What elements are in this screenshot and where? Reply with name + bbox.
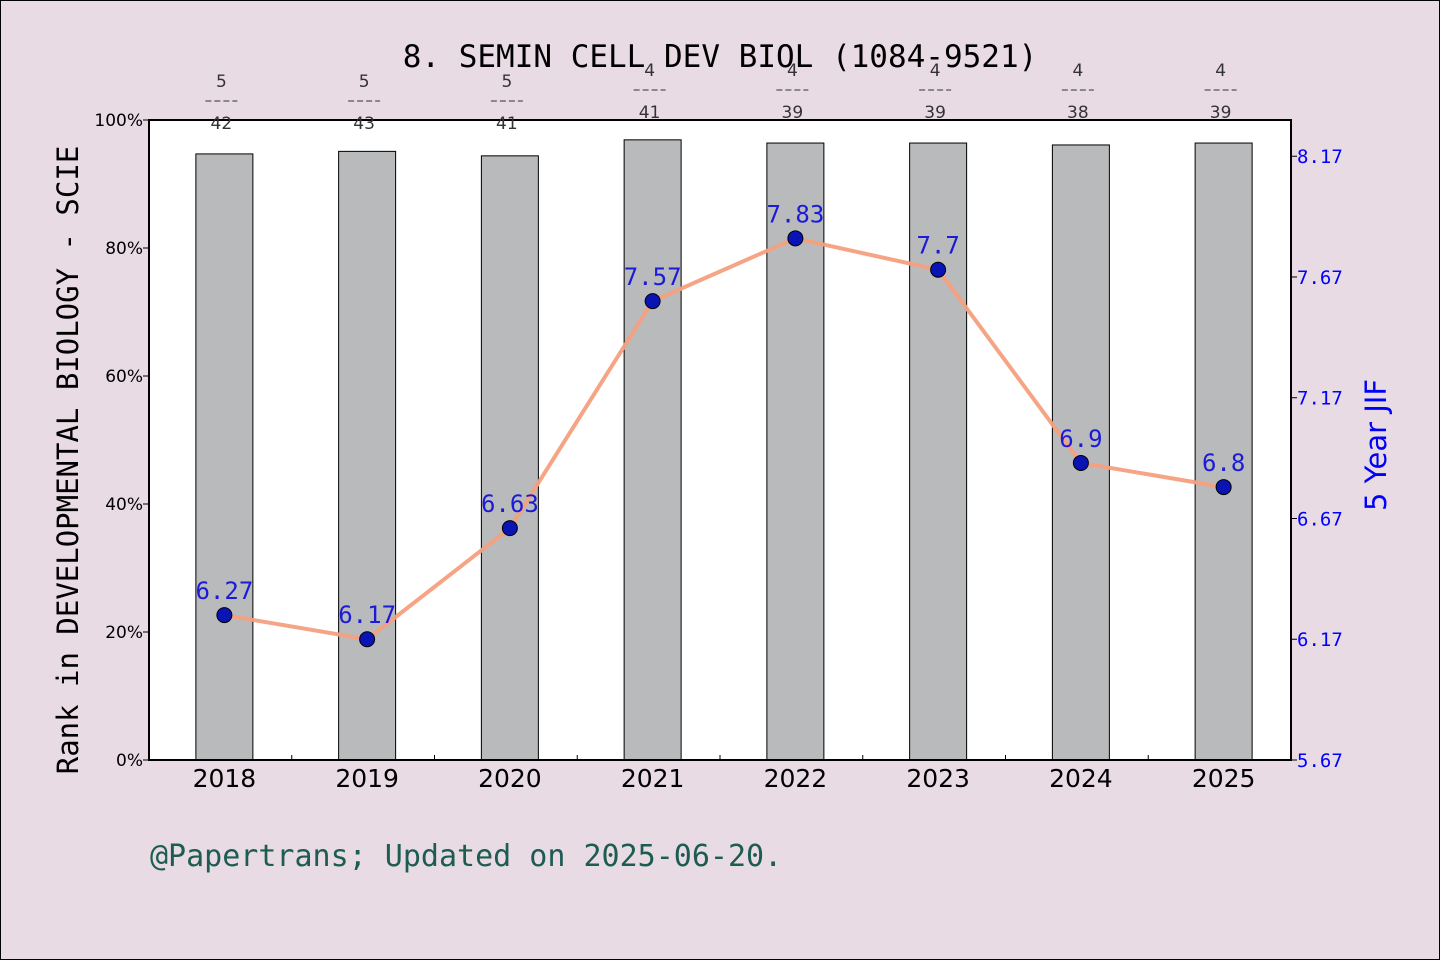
- rank-denominator: 39: [782, 103, 804, 123]
- jif-point: [216, 607, 233, 624]
- bar: [1194, 142, 1253, 761]
- y-tick-label: 20%: [105, 623, 143, 643]
- y2-tick-label: 5.67: [1297, 750, 1343, 772]
- y-tick-label: 60%: [105, 367, 143, 387]
- bar: [623, 139, 682, 761]
- bar: [338, 150, 397, 761]
- jif-data-label: 7.83: [766, 200, 824, 228]
- y2-tick-label: 6.67: [1297, 508, 1343, 530]
- y-axis-label: Rank in DEVELOPMENTAL BIOLOGY - SCIE: [51, 146, 85, 775]
- jif-point: [930, 261, 947, 278]
- jif-point: [1215, 479, 1232, 496]
- y2-tick-label: 8.17: [1297, 146, 1343, 168]
- x-tick-label: 2024: [1049, 764, 1113, 793]
- rank-denominator: 41: [639, 103, 661, 123]
- x-tick-label: 2019: [335, 764, 399, 793]
- x-tick-label: 2022: [764, 764, 828, 793]
- jif-point: [1072, 454, 1089, 471]
- jif-point: [501, 520, 518, 537]
- jif-data-label: 6.17: [338, 601, 396, 629]
- y2-tick-label: 7.17: [1297, 388, 1343, 410]
- rank-numerator: 5: [216, 72, 227, 92]
- rank-numerator: 5: [501, 72, 512, 92]
- plot-area: [149, 120, 1291, 760]
- jif-point: [359, 631, 376, 648]
- jif-point: [644, 293, 661, 310]
- rank-numerator: 4: [787, 61, 798, 81]
- jif-data-label: 6.9: [1059, 425, 1102, 453]
- rank-denominator: 39: [924, 103, 946, 123]
- rank-numerator: 4: [930, 61, 941, 81]
- jif-data-label: 6.63: [481, 490, 539, 518]
- jif-data-label: 6.8: [1202, 449, 1245, 477]
- rank-denominator: 41: [496, 114, 518, 134]
- y-tick-label: 0%: [116, 751, 143, 771]
- footer-note: @Papertrans; Updated on 2025-06-20.: [150, 839, 782, 874]
- y-tick-label: 100%: [94, 111, 143, 131]
- jif-line: [224, 236, 1224, 642]
- x-tick-label: 2020: [478, 764, 542, 793]
- jif-data-label: 6.27: [195, 577, 253, 605]
- y-tick-label: 40%: [105, 495, 143, 515]
- bar: [195, 153, 254, 761]
- y2-tick-label: 6.17: [1297, 629, 1343, 651]
- jif-data-label: 7.57: [624, 263, 682, 291]
- rank-numerator: 4: [1072, 61, 1083, 81]
- rank-denominator: 42: [211, 114, 233, 134]
- rank-denominator: 43: [353, 114, 375, 134]
- rank-numerator: 5: [359, 72, 370, 92]
- rank-denominator: 38: [1067, 103, 1089, 123]
- jif-data-label: 7.7: [916, 232, 959, 260]
- x-tick-label: 2025: [1192, 764, 1256, 793]
- x-tick-label: 2021: [621, 764, 685, 793]
- jif-point: [787, 230, 804, 247]
- rank-numerator: 4: [644, 61, 655, 81]
- x-tick-label: 2018: [193, 764, 257, 793]
- chart-title: 8. SEMIN CELL DEV BIOL (1084-9521): [403, 39, 1038, 75]
- y2-axis-label: 5 Year JIF: [1359, 379, 1393, 511]
- bar: [909, 142, 968, 761]
- rank-numerator: 4: [1215, 61, 1226, 81]
- bar: [480, 155, 539, 761]
- rank-denominator: 39: [1210, 103, 1232, 123]
- y2-tick-label: 7.67: [1297, 267, 1343, 289]
- x-tick-label: 2023: [906, 764, 970, 793]
- y-tick-label: 80%: [105, 239, 143, 259]
- bar: [1051, 144, 1110, 761]
